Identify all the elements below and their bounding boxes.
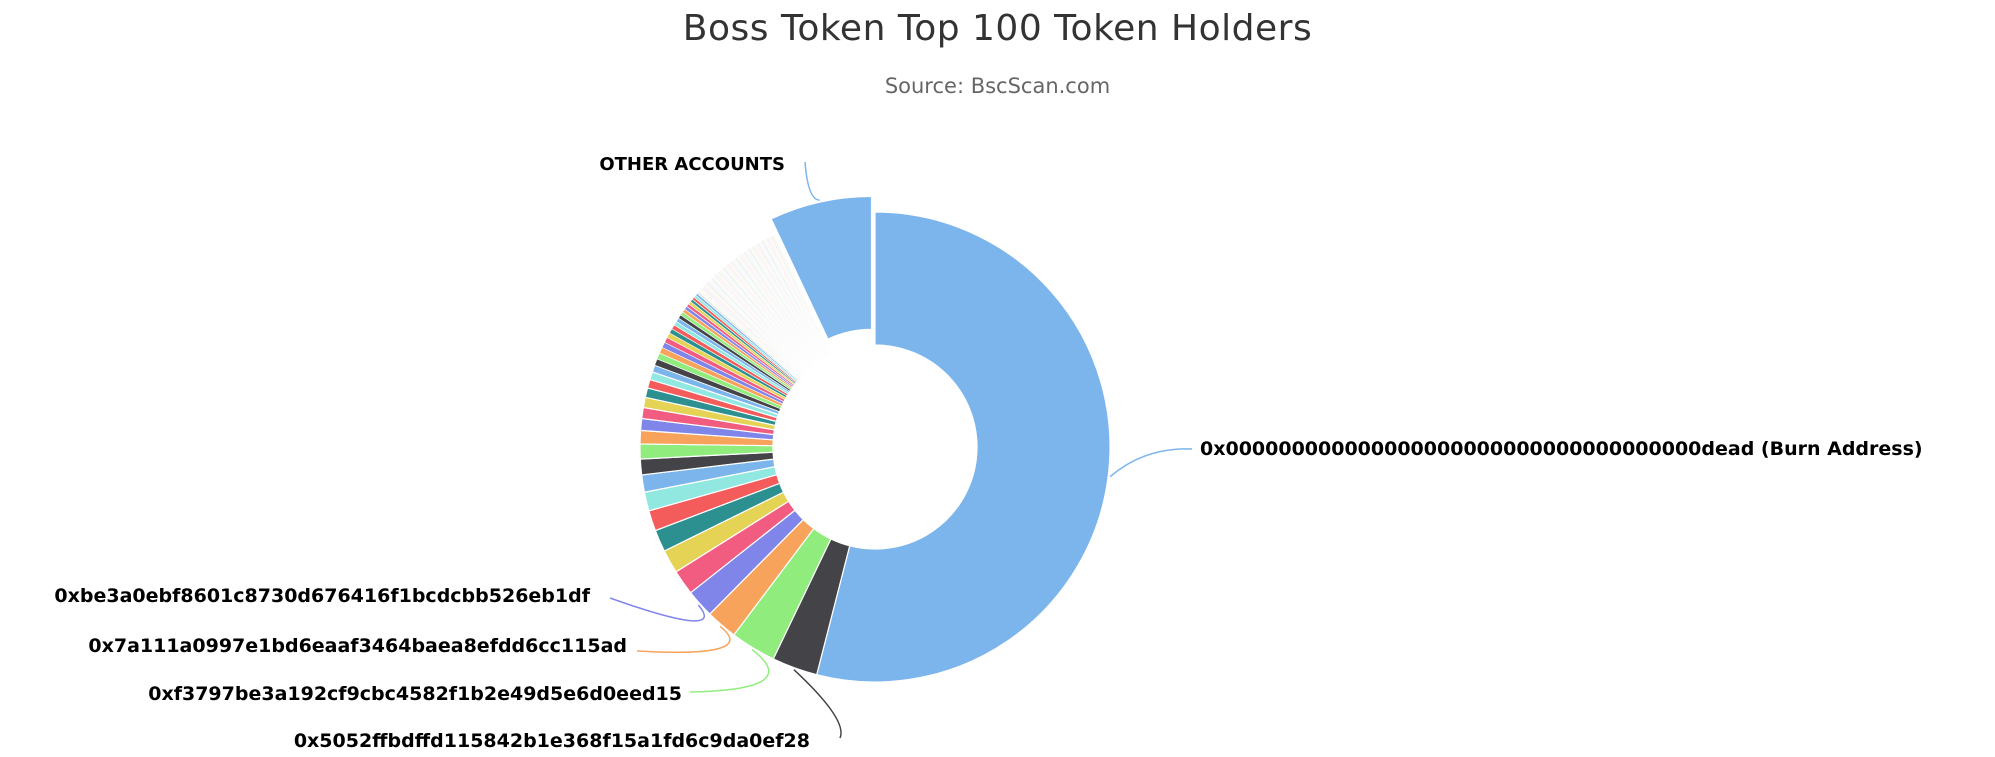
slice-label: 0x5052ffbdffd115842b1e368f15a1fd6c9da0ef… (294, 730, 810, 752)
slice-label: 0x7a111a0997e1bd6eaaf3464baea8efdd6cc115… (88, 635, 627, 657)
connector-line (609, 597, 705, 622)
slices-layer (639, 195, 1111, 683)
slice-label: OTHER ACCOUNTS (599, 154, 785, 175)
pie-slice[interactable] (772, 234, 832, 356)
slice-label: 0xf3797be3a192cf9cbc4582f1b2e49d5e6d0eed… (148, 683, 682, 705)
chart-title: Boss Token Top 100 Token Holders (682, 8, 1313, 49)
connector-line (793, 669, 842, 739)
chart-subtitle: Source: BscScan.com (884, 74, 1111, 98)
pie-slice-0[interactable] (815, 211, 1111, 683)
connector-line (636, 625, 731, 653)
slice-label: 0x000000000000000000000000000000000000de… (1200, 438, 1923, 460)
connector-line (689, 648, 770, 693)
pie-slice-100[interactable] (770, 195, 873, 340)
labels-layer: 0x000000000000000000000000000000000000de… (54, 154, 1922, 752)
slice-label: 0xbe3a0ebf8601c8730d676416f1bcdcbb526eb1… (54, 585, 590, 607)
connector-line (804, 161, 820, 201)
connector-line (1109, 448, 1193, 478)
